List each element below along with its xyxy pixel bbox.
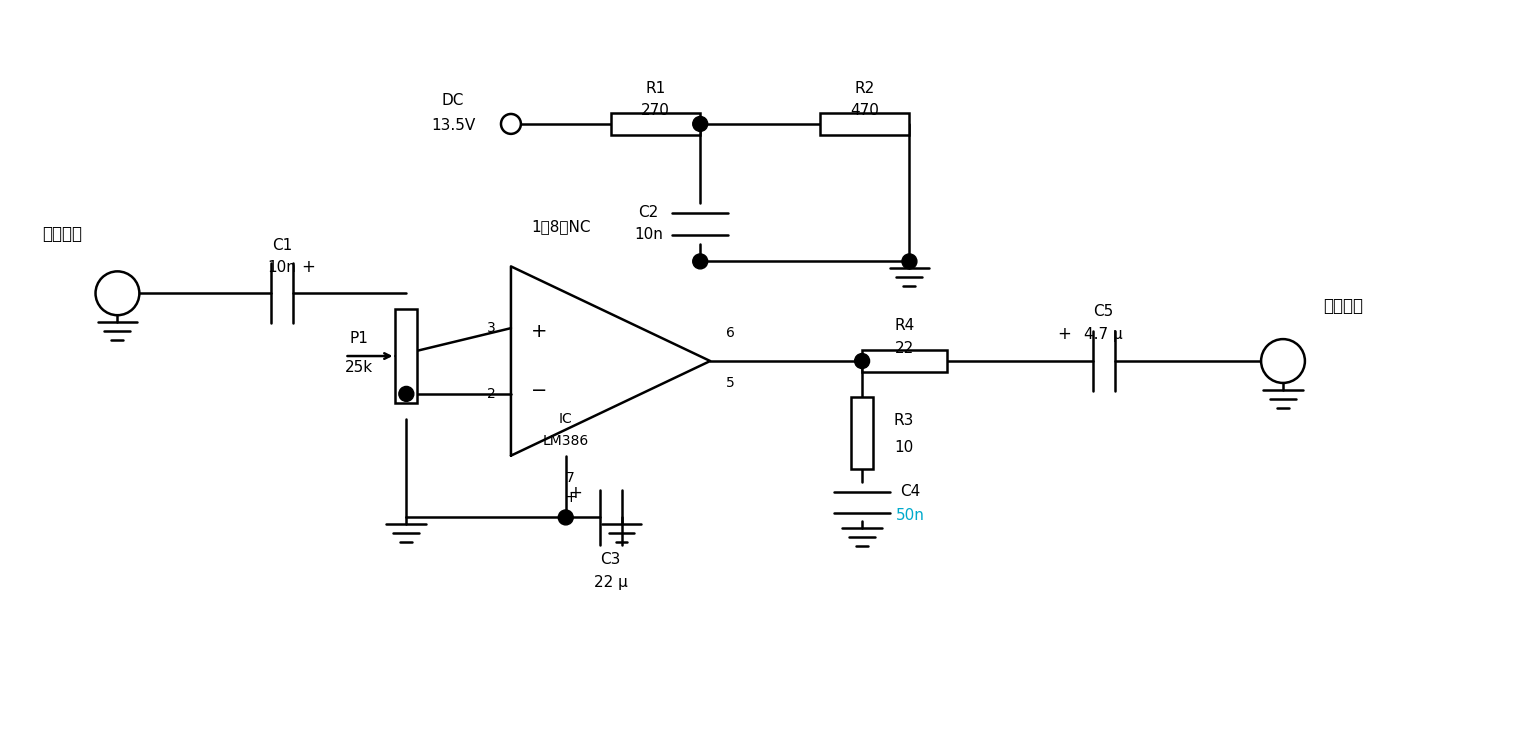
Text: 3: 3 — [487, 321, 496, 335]
Text: 22 μ: 22 μ — [593, 575, 628, 589]
Text: R1: R1 — [645, 81, 666, 95]
Text: IC: IC — [558, 412, 572, 426]
Text: 5: 5 — [725, 376, 734, 390]
Circle shape — [854, 353, 869, 369]
Text: 1、8：NC: 1、8：NC — [531, 219, 590, 234]
Circle shape — [399, 386, 414, 402]
Text: C1: C1 — [272, 238, 291, 253]
Text: 音频输出: 音频输出 — [1323, 297, 1362, 315]
Circle shape — [96, 271, 140, 315]
Bar — [862, 350, 947, 372]
Text: C5: C5 — [1094, 303, 1113, 319]
Bar — [819, 113, 909, 135]
Text: 270: 270 — [642, 103, 671, 119]
Text: LM386: LM386 — [543, 434, 589, 448]
Text: R3: R3 — [894, 413, 915, 428]
Text: 13.5V: 13.5V — [431, 119, 475, 133]
Text: C3: C3 — [601, 552, 620, 567]
Text: 10n: 10n — [267, 260, 296, 275]
Text: 22: 22 — [895, 341, 915, 356]
Text: +: + — [300, 258, 314, 276]
Text: P1: P1 — [349, 331, 369, 345]
Text: C4: C4 — [900, 484, 919, 499]
Text: 音频输入: 音频输入 — [42, 224, 82, 243]
Circle shape — [558, 510, 573, 525]
Text: 470: 470 — [850, 103, 878, 119]
Text: 10n: 10n — [634, 227, 663, 242]
Text: 25k: 25k — [344, 361, 373, 375]
Circle shape — [903, 254, 916, 269]
Text: R4: R4 — [895, 317, 915, 333]
Text: C2: C2 — [639, 205, 658, 220]
Circle shape — [693, 254, 708, 269]
Circle shape — [1261, 339, 1305, 383]
Text: 4.7 μ: 4.7 μ — [1085, 327, 1123, 342]
Text: −: − — [531, 381, 548, 400]
Bar — [851, 397, 874, 468]
Text: 2: 2 — [487, 387, 496, 401]
Text: 10: 10 — [895, 441, 913, 455]
Text: +: + — [1057, 325, 1071, 343]
Text: DC: DC — [441, 92, 464, 108]
Text: 50n: 50n — [895, 508, 924, 523]
Bar — [396, 309, 417, 403]
Text: +: + — [531, 322, 548, 341]
Circle shape — [693, 117, 708, 131]
Bar — [610, 113, 701, 135]
Text: 6: 6 — [725, 326, 734, 340]
Text: +: + — [567, 484, 581, 501]
Text: R2: R2 — [854, 81, 875, 95]
Circle shape — [501, 114, 520, 134]
Text: +: + — [564, 490, 576, 505]
Text: 7: 7 — [566, 471, 575, 485]
